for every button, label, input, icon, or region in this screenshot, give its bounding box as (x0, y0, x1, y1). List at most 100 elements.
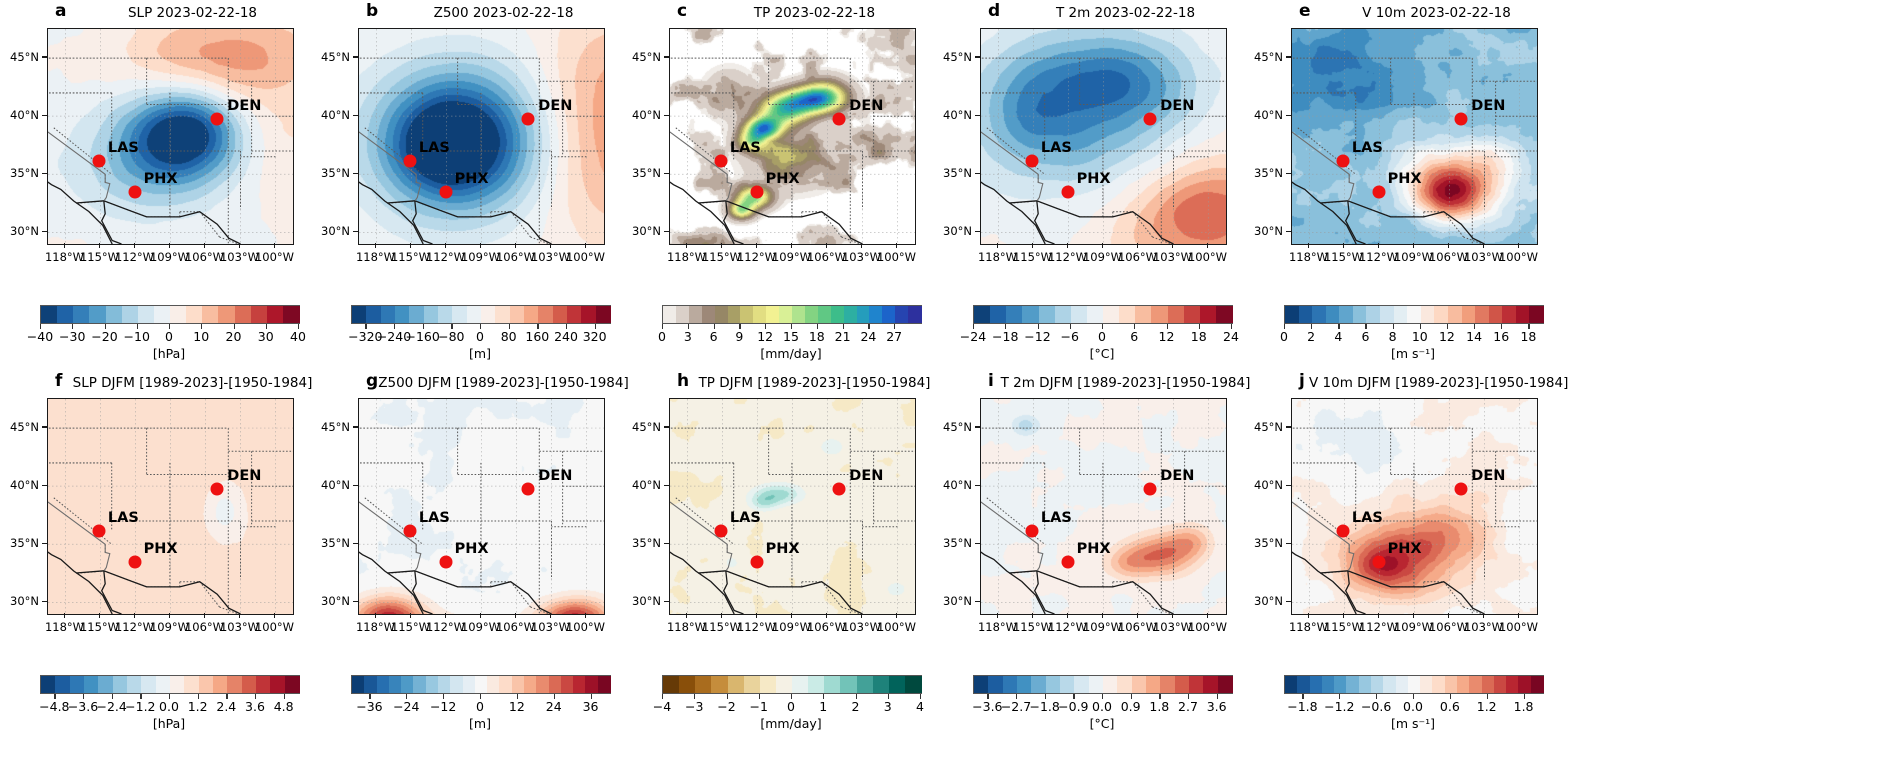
city-marker-las[interactable] (403, 524, 417, 538)
colorbar-tick-label: −3.6 (972, 699, 1003, 714)
panel-letter-j: j (1299, 371, 1305, 391)
map-b[interactable]: DEN LAS PHX (358, 28, 605, 245)
city-marker-phx[interactable] (1372, 555, 1386, 569)
colorbar-segment (141, 676, 157, 693)
city-label-den: DEN (538, 98, 573, 115)
colorbar-unit-j: [m s⁻¹] (1390, 716, 1436, 731)
colorbar-segment (714, 306, 729, 323)
colorbar-segment (352, 306, 367, 323)
map-overlay-g (359, 399, 604, 614)
x-tickmark (514, 613, 517, 618)
map-a[interactable]: DEN LAS PHX (47, 28, 294, 245)
x-tickmark (720, 243, 723, 248)
city-marker-den[interactable] (521, 112, 535, 126)
x-tick-label: 112°W (425, 250, 466, 264)
colorbar-tickmark (40, 324, 42, 329)
x-tickmark (1307, 613, 1310, 618)
city-marker-phx[interactable] (1061, 185, 1075, 199)
x-tick-label: 109°W (1393, 250, 1434, 264)
colorbar-segment (740, 306, 754, 323)
colorbar-tickmark (662, 324, 664, 329)
x-tick-label: 106°W (806, 620, 847, 634)
colorbar-segment (779, 306, 793, 323)
field-raster-g (359, 399, 604, 614)
colorbar-segment (1434, 306, 1449, 323)
colorbar-tickmark (868, 324, 870, 329)
city-marker-phx[interactable] (1061, 555, 1075, 569)
city-marker-den[interactable] (1454, 482, 1468, 496)
colorbar-tickmark (1037, 324, 1039, 329)
map-f[interactable]: DEN LAS PHX (47, 398, 294, 615)
map-d[interactable]: DEN LAS PHX (980, 28, 1227, 245)
city-marker-den[interactable] (210, 112, 224, 126)
colorbar-tickmark (169, 324, 171, 329)
city-marker-las[interactable] (1025, 524, 1039, 538)
x-tick-label: 109°W (460, 620, 501, 634)
colorbar-tick-label: 40 (290, 329, 306, 344)
map-i[interactable]: DEN LAS PHX (980, 398, 1227, 615)
colorbar-tickmark (894, 324, 896, 329)
city-marker-las[interactable] (714, 524, 728, 538)
city-marker-den[interactable] (1454, 112, 1468, 126)
colorbar-segment (663, 306, 677, 323)
colorbar-segment (112, 676, 128, 693)
city-marker-phx[interactable] (750, 555, 764, 569)
colorbar-segment (409, 306, 425, 323)
colorbar-segment (466, 306, 482, 323)
colorbar-tickmark (973, 324, 975, 329)
city-marker-las[interactable] (1336, 154, 1350, 168)
y-tickmark (664, 426, 669, 428)
x-tick-label: 100°W (1187, 620, 1228, 634)
city-marker-phx[interactable] (750, 185, 764, 199)
colorbar-tick-label: −10 (123, 329, 150, 344)
y-tickmark (1286, 542, 1291, 544)
city-marker-den[interactable] (832, 482, 846, 496)
colorbar-e (1284, 305, 1544, 324)
city-marker-den[interactable] (210, 482, 224, 496)
city-marker-den[interactable] (832, 112, 846, 126)
city-marker-den[interactable] (1143, 112, 1157, 126)
city-marker-las[interactable] (1025, 154, 1039, 168)
city-marker-den[interactable] (521, 482, 535, 496)
x-tick-label: 106°W (1428, 250, 1469, 264)
city-marker-las[interactable] (714, 154, 728, 168)
map-c[interactable]: DEN LAS PHX (669, 28, 916, 245)
colorbar-a (40, 305, 300, 324)
city-marker-phx[interactable] (128, 555, 142, 569)
colorbar-segment (366, 306, 382, 323)
city-marker-phx[interactable] (439, 555, 453, 569)
colorbar-tickmark (1376, 694, 1378, 699)
colorbar-segment (581, 306, 597, 323)
map-g[interactable]: DEN LAS PHX (358, 398, 605, 615)
map-j[interactable]: DEN LAS PHX (1291, 398, 1538, 615)
colorbar-tick-label: 18 (1190, 329, 1207, 344)
colorbar-tick-label: 15 (783, 329, 799, 344)
x-tick-label: 118°W (666, 250, 707, 264)
city-marker-las[interactable] (92, 154, 106, 168)
x-tickmark (168, 613, 171, 618)
x-tick-label: 118°W (44, 620, 85, 634)
city-label-phx: PHX (454, 171, 489, 188)
city-marker-las[interactable] (92, 524, 106, 538)
city-marker-phx[interactable] (128, 185, 142, 199)
colorbar-tickmark (72, 324, 74, 329)
colorbar-segment (1457, 676, 1470, 693)
city-marker-las[interactable] (1336, 524, 1350, 538)
colorbar-tick-label: 0 (1280, 329, 1288, 344)
map-h[interactable]: DEN LAS PHX (669, 398, 916, 615)
x-tick-label: 115°W (1012, 250, 1053, 264)
y-tickmark (42, 484, 47, 486)
colorbar-tick-label: −20 (91, 329, 118, 344)
colorbar-tick-label: −4.8 (39, 699, 70, 714)
city-marker-las[interactable] (403, 154, 417, 168)
city-label-las: LAS (1040, 139, 1072, 156)
city-marker-den[interactable] (1143, 482, 1157, 496)
field-raster-a (48, 29, 293, 244)
colorbar-tick-label: 4 (1334, 329, 1343, 344)
colorbar-tickmark (1413, 694, 1415, 699)
city-marker-phx[interactable] (1372, 185, 1386, 199)
city-marker-phx[interactable] (439, 185, 453, 199)
map-e[interactable]: DEN LAS PHX (1291, 28, 1538, 245)
y-tick-label: 40°N (10, 478, 39, 493)
city-label-las: LAS (1351, 509, 1383, 526)
